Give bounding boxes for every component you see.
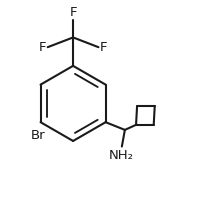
Text: NH₂: NH₂ xyxy=(108,149,133,162)
Text: F: F xyxy=(100,41,107,54)
Text: Br: Br xyxy=(31,129,46,142)
Text: F: F xyxy=(69,6,76,19)
Text: F: F xyxy=(38,41,46,54)
